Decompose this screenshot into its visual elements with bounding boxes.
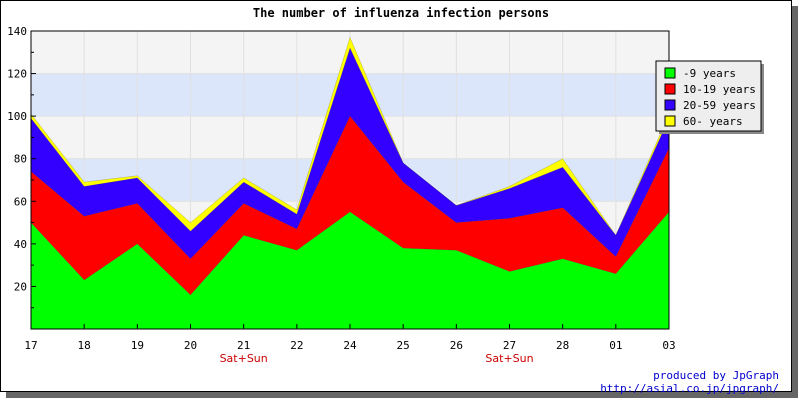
weekend-label: Sat+Sun [485, 352, 533, 365]
x-tick-label: 24 [343, 339, 357, 352]
weekend-label: Sat+Sun [220, 352, 268, 365]
credit-text: produced by JpGraph [653, 369, 779, 382]
legend-label: 60- years [683, 115, 743, 128]
series-area [31, 211, 669, 329]
x-tick-label: 25 [397, 339, 410, 352]
x-tick-label: 17 [24, 339, 37, 352]
series-area [31, 48, 669, 259]
y-tick-label: 80 [14, 153, 27, 166]
series-outline [30, 47, 670, 236]
chart-frame: 20 40 60 80 100 120 140 17 18 19 20 21 22 24 25 26 27 28 0… [0, 0, 792, 395]
x-tick-label: 19 [131, 339, 144, 352]
y-tick-label: 140 [7, 25, 27, 38]
x-tick-label: 22 [290, 339, 303, 352]
series-area [31, 116, 669, 295]
credit-link[interactable]: http://asial.co.jp/jpgraph/ [600, 382, 779, 395]
series-outline [30, 115, 670, 260]
x-tick-label: 28 [556, 339, 569, 352]
y-tick-label: 100 [7, 110, 27, 123]
chart-title: The number of influenza infection person… [253, 6, 549, 20]
legend-swatch [664, 115, 676, 127]
legend-swatch [664, 99, 676, 111]
legend-label: 10-19 years [683, 83, 756, 96]
x-tick-label: 21 [237, 339, 250, 352]
series-outline [30, 211, 670, 296]
legend-label: 20-59 years [683, 99, 756, 112]
x-tick-label: 26 [450, 339, 463, 352]
series-outline [30, 36, 670, 236]
x-tick-label: 03 [662, 339, 675, 352]
y-tick-label: 20 [14, 280, 27, 293]
legend-label: -9 years [683, 67, 736, 80]
stacked-area-chart: 20 40 60 80 100 120 140 17 18 19 20 21 22 24 25 26 27 28 0… [7, 6, 764, 365]
legend-swatch [664, 67, 676, 79]
legend-swatch [664, 83, 676, 95]
y-tick-label: 120 [7, 68, 27, 81]
x-tick-label: 20 [184, 339, 197, 352]
x-tick-label: 18 [78, 339, 91, 352]
y-tick-label: 60 [14, 195, 27, 208]
x-tick-label: 01 [609, 339, 622, 352]
x-tick-label: 27 [503, 339, 516, 352]
y-tick-label: 40 [14, 238, 27, 251]
